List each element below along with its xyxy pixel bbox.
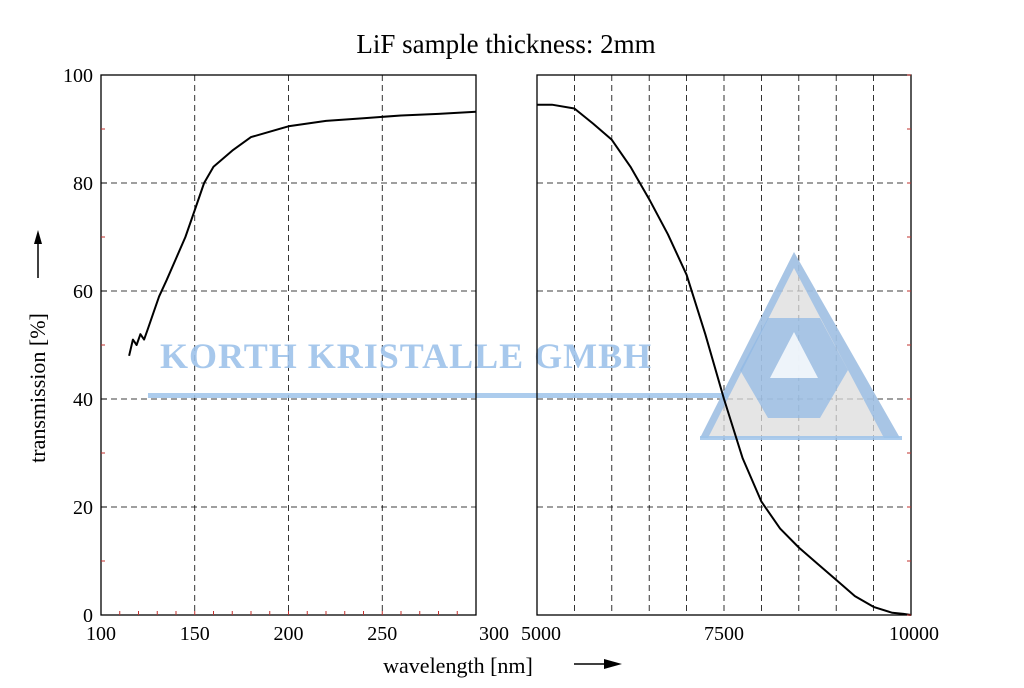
chart-title: LiF sample thickness: 2mm [356, 29, 655, 59]
watermark-logo-base [700, 436, 902, 440]
x-tick-label: 200 [274, 623, 304, 645]
data-lines [128, 103, 912, 616]
watermark-logo-outline [700, 252, 900, 438]
y-arrow-head [34, 230, 42, 244]
x-tick-label: 100 [86, 623, 116, 645]
watermark-logo-inner [770, 332, 818, 378]
x-tick-label: 7500 [704, 623, 744, 645]
x-tick-label: 5000 [521, 623, 561, 645]
y-tick-label: 60 [73, 281, 93, 303]
y-tick-label: 80 [73, 173, 93, 195]
y-tick-label: 0 [83, 605, 93, 627]
watermark-underline [148, 393, 728, 398]
x-tick-label: 150 [180, 623, 210, 645]
x-arrow-head [604, 659, 622, 669]
y-axis-label: transmission [%] [25, 313, 50, 463]
watermark-text: KORTH KRISTALLE GMBH [160, 336, 652, 376]
series-line-panel-1 [128, 110, 477, 357]
x-tick-label: 10000 [889, 623, 939, 645]
x-tick-label: 250 [367, 623, 397, 645]
axes: 100 150 200 250 300 5000 7500 10000 0 20 40 60 80 100 [34, 65, 939, 669]
watermark: KORTH KRISTALLE GMBH [148, 252, 902, 440]
y-tick-label: 40 [73, 389, 93, 411]
x-tick-label: 300 [479, 623, 509, 645]
x-axis-label: wavelength [nm] [383, 653, 533, 678]
y-tick-label: 100 [63, 65, 93, 87]
series-line-panel-2 [537, 103, 912, 616]
y-tick-label: 20 [73, 497, 93, 519]
